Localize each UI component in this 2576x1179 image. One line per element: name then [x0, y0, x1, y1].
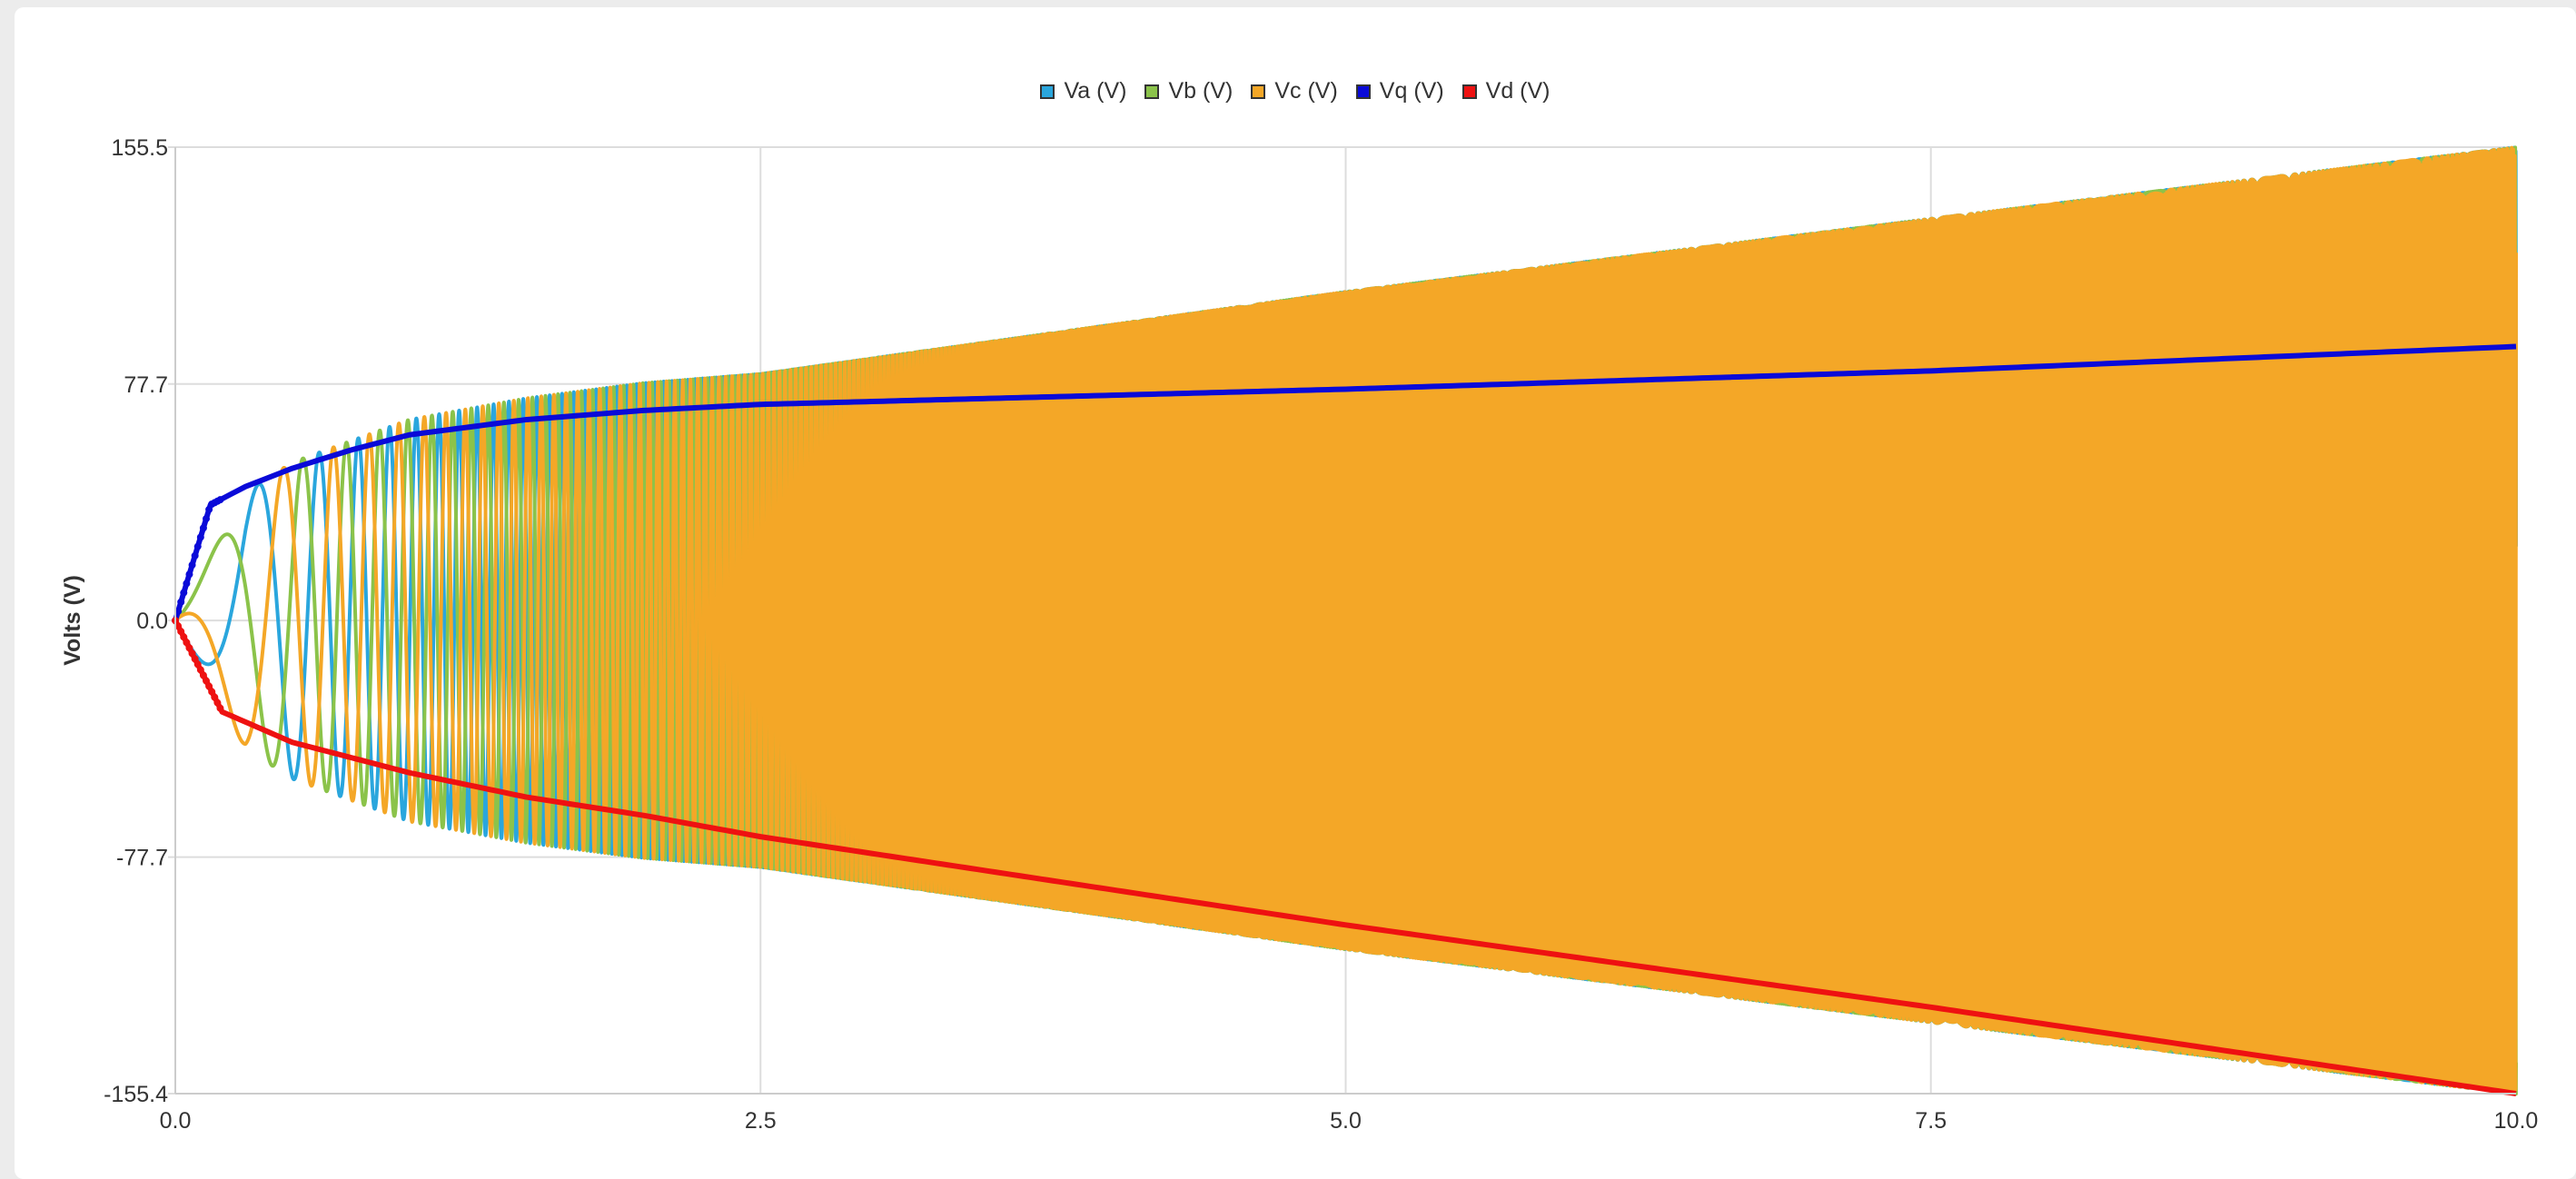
series-point-vq [191, 551, 199, 560]
series-point-vd [213, 698, 222, 707]
y-tick-label: 77.7 [124, 372, 168, 398]
series-point-vd [196, 666, 204, 674]
x-tick-label: 2.5 [745, 1108, 777, 1134]
series-point-vd [199, 671, 207, 679]
legend-swatch [1040, 84, 1055, 99]
series-point-vd [180, 633, 188, 641]
series-point-vd [208, 688, 216, 696]
series-point-vq [183, 580, 191, 588]
x-tick-label: 5.0 [1330, 1108, 1362, 1134]
series-line-vq [173, 343, 2517, 622]
series-point-vd [205, 682, 213, 690]
legend-item[interactable]: Vb (V) [1144, 78, 1233, 104]
series-point-vq [193, 542, 202, 550]
x-tick-label: 0.0 [160, 1108, 192, 1134]
chart-legend: Va (V) Vb (V) Vc (V) Vq (V) Vd (V) [15, 78, 2576, 104]
series-point-vq [174, 607, 183, 615]
y-tick-label: -155.4 [104, 1082, 168, 1107]
series-point-vq [185, 570, 193, 579]
legend-swatch [1144, 84, 1160, 99]
x-tick-label: 7.5 [1915, 1108, 1947, 1134]
series-point-vd [185, 644, 193, 652]
series-point-vd [174, 622, 183, 630]
series-point-vd [183, 639, 191, 647]
series-point-vd [191, 655, 199, 663]
legend-swatch [1251, 84, 1266, 99]
series-point-vq [203, 515, 211, 523]
series-point-vd [211, 693, 219, 701]
legend-label: Vq (V) [1379, 78, 1444, 104]
legend-swatch [1355, 84, 1371, 99]
series-point-vd [177, 628, 185, 636]
series-line-vc [173, 145, 2518, 1095]
series-point-vq [196, 533, 204, 541]
series-point-vd [203, 677, 211, 685]
legend-label: Vb (V) [1168, 78, 1234, 104]
series-point-vq [188, 561, 196, 570]
x-tick-label: 10.0 [2494, 1108, 2539, 1134]
legend-item[interactable]: Va (V) [1040, 78, 1126, 104]
legend-item[interactable]: Vd (V) [1461, 78, 1551, 104]
legend-item[interactable]: Vc (V) [1251, 78, 1338, 104]
legend-label: Vd (V) [1485, 78, 1551, 104]
y-tick-label: -77.7 [116, 846, 168, 871]
series-point-vq [199, 524, 207, 532]
series-point-vd [216, 704, 224, 712]
plot-area [172, 145, 2518, 1096]
series-line-vd [173, 619, 2517, 1096]
series-point-vq [180, 589, 188, 597]
y-tick-label: 155.5 [111, 135, 168, 161]
series-point-vq [177, 598, 185, 606]
legend-label: Vc (V) [1274, 78, 1338, 104]
series-point-vq [216, 496, 224, 504]
series-point-vd [193, 660, 202, 669]
series-point-vq [205, 505, 213, 513]
y-axis-title: Volts (V) [60, 575, 85, 666]
series-point-vd [188, 649, 196, 658]
legend-item[interactable]: Vq (V) [1355, 78, 1444, 104]
legend-swatch [1461, 84, 1477, 99]
y-tick-label: 0.0 [136, 609, 168, 634]
legend-label: Va (V) [1064, 78, 1127, 104]
